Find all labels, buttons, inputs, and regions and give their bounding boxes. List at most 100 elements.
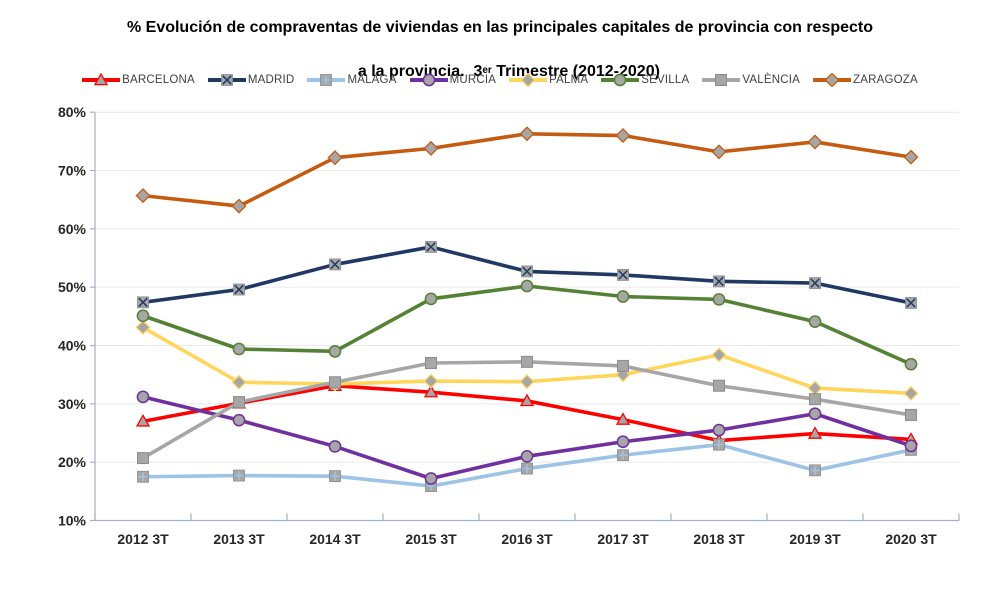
series-line-sevilla	[141, 284, 913, 366]
legend-marker-valencia	[702, 74, 741, 86]
series-murcia	[136, 390, 918, 485]
legend-label-valencia: VALÈNCIA	[742, 74, 800, 86]
series-marker-murcia-2013	[232, 413, 246, 427]
series-marker-madrid-2015	[425, 241, 437, 253]
legend-marker-glyph-madrid	[220, 74, 233, 86]
legend-label-malaga: MÁLAGA	[347, 74, 397, 86]
series-marker-valencia-2018	[713, 379, 725, 392]
x-tick-label: 2013 3T	[213, 531, 265, 547]
legend-marker-malaga	[307, 74, 346, 86]
series-zaragoza	[135, 126, 919, 214]
legend-item-malaga: MÁLAGA	[307, 73, 396, 87]
series-marker-madrid-2018	[713, 275, 725, 288]
series-line-zaragoza	[141, 131, 913, 208]
series-marker-palma-2015	[423, 373, 439, 389]
legend-label-palma: PALMA	[549, 74, 589, 86]
series-marker-zaragoza-2015	[423, 140, 439, 156]
x-tick-label: 2020 3T	[885, 531, 937, 547]
series-marker-murcia-2018	[712, 423, 726, 437]
legend-marker-barcelona	[82, 73, 121, 86]
series-marker-malaga-2012	[137, 470, 149, 483]
series-marker-zaragoza-2020	[903, 149, 919, 165]
series-marker-valencia-2014	[329, 376, 341, 389]
x-tick-label: 2019 3T	[789, 531, 841, 547]
legend-label-zaragoza: ZARAGOZA	[853, 74, 918, 86]
series-marker-palma-2016	[519, 374, 535, 390]
series-marker-zaragoza-2019	[807, 134, 823, 150]
series-marker-malaga-2016	[521, 462, 533, 475]
y-tick-label: 80%	[58, 104, 87, 120]
chart-title-superscript: er	[482, 65, 492, 76]
series-valencia	[137, 355, 917, 465]
series-barcelona	[135, 378, 919, 446]
legend-marker-palma	[509, 73, 548, 87]
series-marker-madrid-2012	[137, 296, 149, 309]
y-tick-label: 20%	[58, 454, 87, 470]
chart-title: % Evolución de compraventas de viviendas…	[0, 17, 1000, 105]
legend-marker-glyph-malaga	[320, 74, 333, 86]
series-marker-madrid-2017	[617, 269, 629, 281]
series-marker-malaga-2014	[329, 470, 341, 483]
series-marker-madrid-2019	[809, 277, 821, 289]
series-marker-zaragoza-2013	[231, 198, 247, 214]
series-sevilla	[136, 279, 918, 371]
legend-item-palma: PALMA	[509, 73, 588, 87]
series-marker-valencia-2019	[809, 393, 821, 406]
x-tick-label: 2016 3T	[501, 531, 553, 547]
series-marker-malaga-2018	[713, 438, 725, 451]
series-marker-sevilla-2014	[328, 344, 342, 358]
series-marker-madrid-2016	[521, 265, 533, 278]
series-marker-palma-2019	[807, 380, 823, 396]
x-tick-label: 2017 3T	[597, 531, 649, 547]
legend-item-sevilla: SEVILLA	[601, 73, 689, 87]
series-marker-murcia-2019	[808, 407, 822, 421]
legend-marker-glyph-barcelona	[94, 73, 109, 86]
series-marker-zaragoza-2012	[135, 188, 151, 204]
series-marker-sevilla-2013	[232, 342, 246, 356]
series-marker-barcelona-2015	[423, 384, 439, 398]
series-marker-sevilla-2018	[712, 293, 726, 306]
series-marker-sevilla-2012	[136, 309, 150, 323]
chart-legend: BARCELONA MADRID MÁLAGA MURCIA PALMA SEVILLA V…	[0, 73, 1000, 87]
legend-label-madrid: MADRID	[247, 74, 295, 86]
series-marker-barcelona-2012	[135, 414, 151, 427]
chart-title-line2-pre: a la provincia. 3	[357, 63, 483, 80]
series-marker-murcia-2020	[904, 439, 918, 453]
series-marker-valencia-2016	[521, 355, 533, 368]
series-marker-sevilla-2015	[424, 292, 438, 306]
series-marker-zaragoza-2018	[711, 144, 727, 160]
series-marker-madrid-2013	[233, 283, 245, 296]
series-marker-malaga-2017	[617, 449, 629, 462]
series-marker-valencia-2012	[137, 452, 149, 465]
series-marker-sevilla-2020	[904, 357, 918, 371]
legend-marker-glyph-zaragoza	[824, 73, 840, 87]
legend-marker-glyph-sevilla	[613, 73, 627, 87]
chart-title-line1: % Evolución de compraventas de viviendas…	[126, 19, 874, 36]
legend-marker-glyph-palma	[520, 73, 536, 87]
series-marker-barcelona-2016	[519, 393, 535, 407]
legend-marker-zaragoza	[813, 73, 851, 87]
series-marker-palma-2012	[135, 319, 151, 335]
series-marker-madrid-2014	[329, 258, 341, 271]
legend-item-zaragoza: ZARAGOZA	[813, 73, 918, 87]
legend-label-murcia: MURCIA	[449, 74, 497, 86]
y-tick-label: 50%	[58, 279, 87, 295]
series-marker-barcelona-2017	[615, 412, 631, 425]
x-tick-label: 2014 3T	[309, 531, 361, 547]
y-tick-label: 40%	[58, 338, 87, 354]
series-marker-barcelona-2019	[807, 426, 823, 439]
y-tick-label: 10%	[58, 513, 87, 529]
series-marker-zaragoza-2017	[615, 128, 631, 144]
series-marker-zaragoza-2014	[327, 150, 343, 166]
legend-marker-madrid	[207, 74, 246, 86]
legend-item-valencia: VALÈNCIA	[702, 73, 800, 87]
chart-title-line2-post: Trimestre (2012-2020)	[491, 63, 660, 80]
series-marker-murcia-2012	[136, 390, 150, 404]
series-marker-palma-2013	[231, 374, 247, 390]
legend-label-barcelona: BARCELONA	[122, 74, 195, 86]
series-marker-madrid-2020	[905, 297, 917, 309]
y-tick-label: 60%	[58, 221, 87, 237]
legend-item-madrid: MADRID	[207, 73, 295, 87]
series-marker-malaga-2019	[809, 464, 821, 477]
